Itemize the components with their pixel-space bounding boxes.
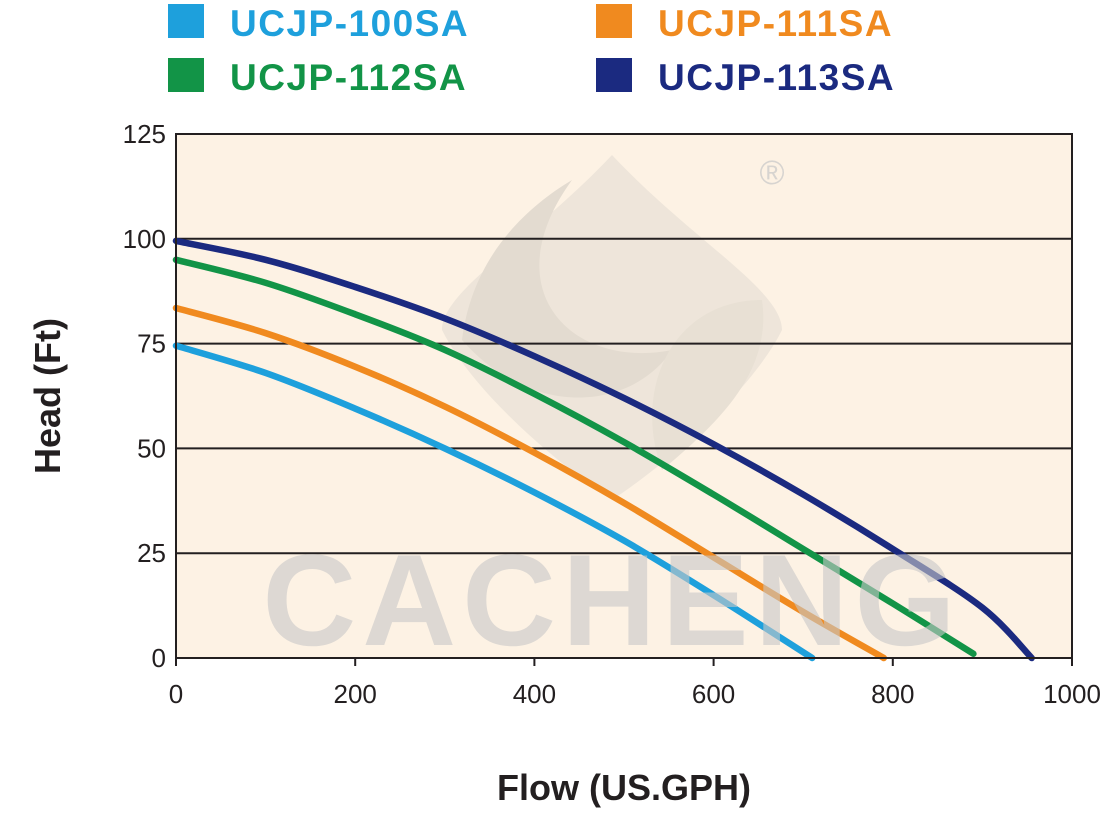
legend-label: UCJP-111SA bbox=[658, 3, 893, 44]
legend-swatch bbox=[168, 58, 204, 92]
legend: UCJP-100SA UCJP-111SA UCJP-112SA UCJP-113SA bbox=[168, 3, 895, 98]
watermark-registered-mark: ® bbox=[759, 154, 784, 192]
plot-frame bbox=[175, 133, 1073, 659]
y-tick-label-0: 0 bbox=[152, 643, 166, 673]
y-tick-label-25: 25 bbox=[137, 538, 166, 568]
y-tick-label-50: 50 bbox=[137, 433, 166, 463]
series-line-ucjp-111sa bbox=[172, 304, 888, 662]
x-tick-label-600: 600 bbox=[692, 679, 735, 709]
y-tick-label-125: 125 bbox=[123, 119, 166, 149]
legend-label: UCJP-112SA bbox=[230, 57, 467, 98]
legend-swatch bbox=[596, 4, 632, 38]
series-line-ucjp-100sa bbox=[172, 342, 816, 662]
watermark-overlay: CACHENG ® bbox=[262, 154, 961, 673]
x-tick-label-400: 400 bbox=[513, 679, 556, 709]
legend-label: UCJP-100SA bbox=[230, 3, 469, 44]
x-tick-label-1000: 1000 bbox=[1043, 679, 1101, 709]
legend-item-ucjp-113sa: UCJP-113SA bbox=[596, 57, 895, 98]
legend-item-ucjp-111sa: UCJP-111SA bbox=[596, 3, 893, 44]
legend-swatch bbox=[168, 4, 204, 38]
x-tick-label-200: 200 bbox=[334, 679, 377, 709]
y-tick-label-100: 100 bbox=[123, 224, 166, 254]
y-tick-label-75: 75 bbox=[137, 329, 166, 359]
x-tick-label-0: 0 bbox=[169, 679, 183, 709]
x-axis-title: Flow (US.GPH) bbox=[497, 767, 751, 808]
x-tick-label-800: 800 bbox=[871, 679, 914, 709]
series-line-ucjp-113sa bbox=[172, 237, 1035, 662]
x-axis: 0 200 400 600 800 1000 bbox=[169, 658, 1101, 709]
legend-item-ucjp-112sa: UCJP-112SA bbox=[168, 57, 467, 98]
legend-label: UCJP-113SA bbox=[658, 57, 895, 98]
y-axis-title: Head (Ft) bbox=[27, 318, 68, 474]
gridlines bbox=[176, 237, 1072, 555]
watermark-text: CACHENG bbox=[262, 527, 961, 673]
series-line-ucjp-112sa bbox=[172, 256, 977, 658]
series-layer bbox=[172, 237, 1035, 662]
y-axis: 0 25 50 75 100 125 bbox=[123, 119, 166, 673]
legend-swatch bbox=[596, 58, 632, 92]
legend-item-ucjp-100sa: UCJP-100SA bbox=[168, 3, 469, 44]
